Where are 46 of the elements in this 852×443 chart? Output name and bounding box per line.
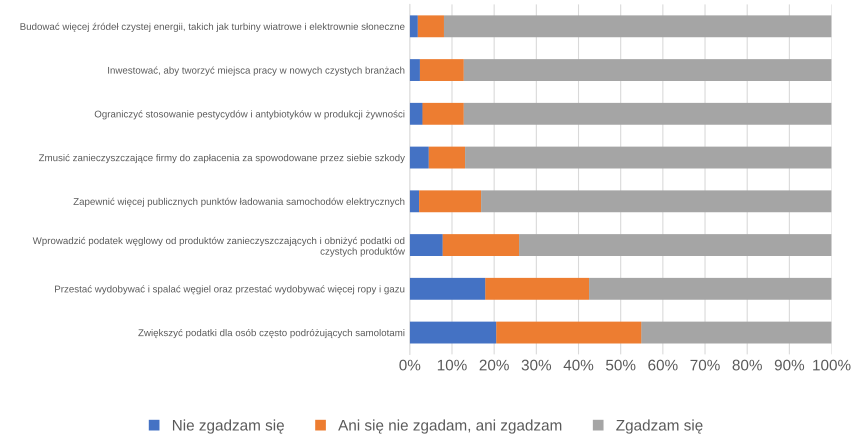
bar <box>589 278 832 300</box>
y-tick-label: Zwiększyć podatki dla osób często podróżujących samolotami <box>138 328 404 338</box>
bar <box>641 322 832 344</box>
y-tick-label: Inwestować, aby tworzyć miejsca pracy w nowych czystych branżach <box>108 66 404 76</box>
bar <box>410 15 418 38</box>
legend-label: Zgadzam się <box>616 419 703 434</box>
bar <box>410 59 420 81</box>
x-tick-label: 70% <box>690 360 720 370</box>
x-tick-label: 30% <box>522 360 552 370</box>
bar <box>410 234 443 256</box>
x-tick-label: 50% <box>606 360 636 370</box>
bar <box>422 102 464 125</box>
x-tick-label: 40% <box>564 360 594 370</box>
bar <box>442 234 520 256</box>
y-tick-label: Zapewnić więcej publicznych punktów ładowania samochodów elektrycznych <box>73 198 404 207</box>
bar <box>410 322 496 344</box>
x-tick-label: 0% <box>399 360 420 370</box>
bar <box>481 190 832 212</box>
x-tick-label: 60% <box>648 360 678 370</box>
x-tick-label: 90% <box>774 360 804 370</box>
bar <box>464 59 832 81</box>
bar <box>410 146 429 168</box>
x-tick-label: 100% <box>813 360 851 370</box>
x-tick-label: 80% <box>732 360 762 370</box>
bar <box>410 190 420 212</box>
bar <box>444 15 832 38</box>
bar <box>428 146 466 168</box>
y-tick-label: Przestać wydobywać i spalać węgiel oraz przestać wydobywać więcej ropy i gazu <box>55 285 404 294</box>
bar <box>418 15 444 38</box>
y-tick-label: Ograniczyć stosowanie pestycydów i antybiotyków w produkcji żywności <box>94 110 404 120</box>
x-tick-label: 20% <box>480 360 509 370</box>
x-tick-label: 10% <box>438 360 467 370</box>
bar <box>519 234 832 256</box>
bar <box>465 146 832 168</box>
bar <box>496 322 642 344</box>
bar <box>410 278 486 300</box>
legend-label: Ani się nie zgadam, ani zgadzam <box>338 419 562 434</box>
bar <box>419 190 482 212</box>
bar <box>410 102 422 125</box>
bar <box>420 59 464 81</box>
bar <box>485 278 590 300</box>
bar <box>464 102 832 125</box>
legend-label: Nie zgadzam się <box>172 419 284 434</box>
y-tick-label: Wprowadzić podatek węglowy od produktów zanieczyszczających i obniżyć podatki od czystych produktów <box>32 236 405 257</box>
y-tick-label: Zmusić zanieczyszczające firmy do zapłacenia za spowodowane przez siebie szkody <box>38 154 405 164</box>
y-tick-label: Budować więcej źródeł czystej energii, takich jak turbiny wiatrowe i elektrownie słoneczne <box>20 22 405 32</box>
